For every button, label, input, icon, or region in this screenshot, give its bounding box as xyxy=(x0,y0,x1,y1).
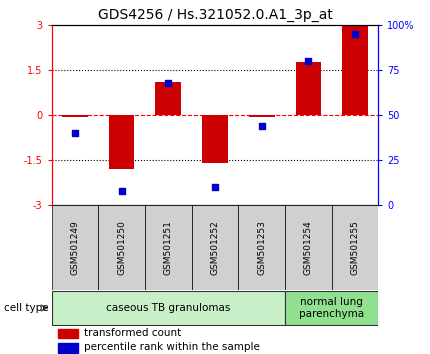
Point xyxy=(258,123,265,129)
Bar xyxy=(52,291,285,325)
Bar xyxy=(342,26,368,115)
Bar xyxy=(249,115,274,116)
Bar xyxy=(109,115,135,169)
Point xyxy=(118,188,125,194)
Text: cell type: cell type xyxy=(4,303,49,313)
Text: GSM501255: GSM501255 xyxy=(350,220,359,275)
Point xyxy=(305,58,312,64)
Bar xyxy=(156,82,181,115)
Text: caseous TB granulomas: caseous TB granulomas xyxy=(106,303,230,313)
Title: GDS4256 / Hs.321052.0.A1_3p_at: GDS4256 / Hs.321052.0.A1_3p_at xyxy=(98,8,332,22)
Text: GSM501252: GSM501252 xyxy=(211,221,219,275)
Bar xyxy=(192,205,238,290)
Text: GSM501249: GSM501249 xyxy=(71,221,80,275)
Text: GSM501250: GSM501250 xyxy=(117,220,126,275)
Point xyxy=(212,184,218,190)
Text: GSM501253: GSM501253 xyxy=(257,220,266,275)
Text: GSM501251: GSM501251 xyxy=(164,220,173,275)
Bar xyxy=(238,205,285,290)
Bar xyxy=(62,115,88,116)
Bar xyxy=(202,115,228,163)
Bar xyxy=(285,205,332,290)
Point xyxy=(71,130,78,136)
Bar xyxy=(52,205,98,290)
Point xyxy=(352,31,359,37)
Bar xyxy=(58,343,78,353)
Point xyxy=(165,80,172,85)
Bar xyxy=(98,205,145,290)
Text: normal lung
parenchyma: normal lung parenchyma xyxy=(299,297,364,319)
Text: transformed count: transformed count xyxy=(84,328,181,338)
Text: percentile rank within the sample: percentile rank within the sample xyxy=(84,342,260,353)
Text: GSM501254: GSM501254 xyxy=(304,221,313,275)
Bar xyxy=(145,205,192,290)
Bar xyxy=(332,205,378,290)
Bar xyxy=(295,62,321,115)
Bar xyxy=(285,291,378,325)
Bar xyxy=(58,329,78,338)
